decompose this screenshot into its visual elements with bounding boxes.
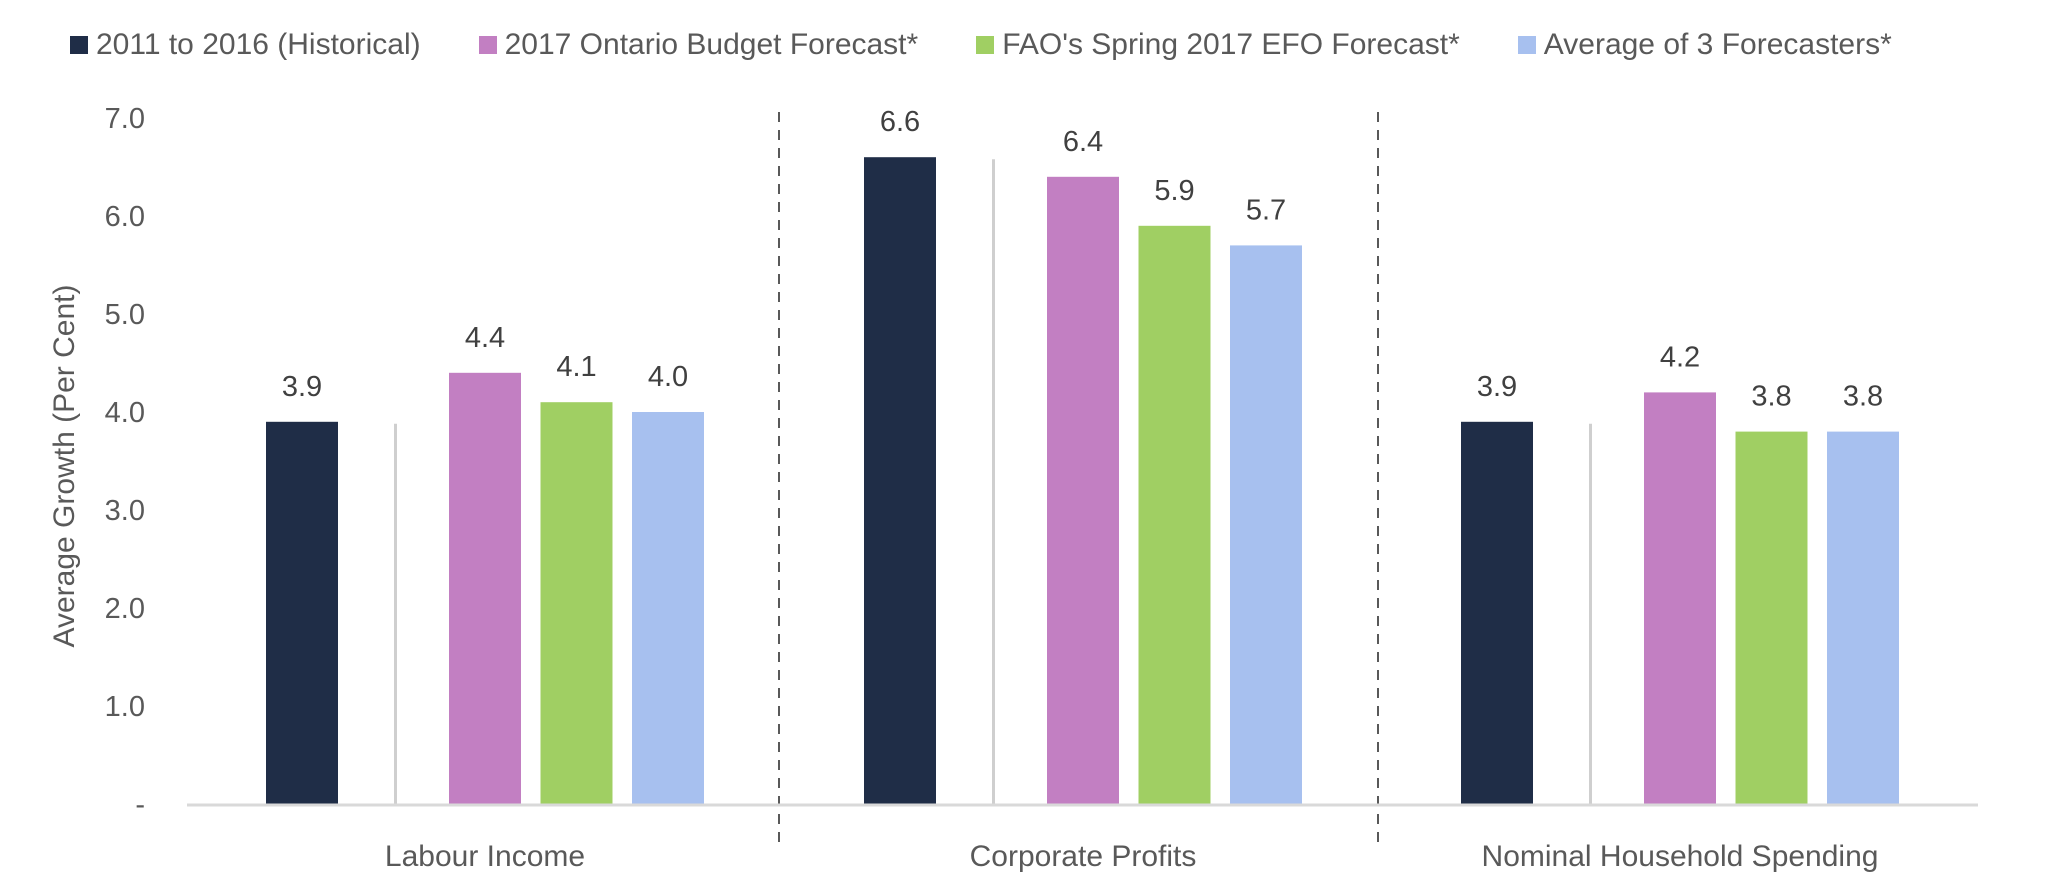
data-label: 4.1: [556, 351, 596, 383]
legend-label-fao-efo: FAO's Spring 2017 EFO Forecast*: [1002, 28, 1460, 61]
data-label: 4.2: [1660, 341, 1700, 373]
bar-labour-income-fao-s-spring-2017-efo-forecast: [540, 402, 613, 804]
y-tick-label: 7.0: [105, 103, 145, 135]
data-label: 3.9: [1477, 371, 1517, 403]
data-label: 6.4: [1063, 126, 1103, 158]
data-label: 5.9: [1154, 175, 1194, 207]
legend-item-average-forecasters: Average of 3 Forecasters*: [1517, 28, 1892, 62]
bar-nominal-household-spending-2011-to-2016-historical: [1461, 421, 1533, 804]
group-dividers: [778, 112, 1379, 846]
category-label-labour-income: Labour Income: [385, 840, 585, 873]
category-label-nominal-household-spending: Nominal Household Spending: [1482, 840, 1879, 873]
data-label: 5.7: [1246, 194, 1286, 226]
bar-labour-income-2011-to-2016-historical: [266, 421, 338, 804]
y-tick-label: 5.0: [105, 299, 145, 331]
data-label: 6.6: [880, 106, 920, 138]
bar-corporate-profits-2011-to-2016-historical: [864, 157, 936, 804]
legend-item-historical: 2011 to 2016 (Historical): [70, 28, 421, 62]
bar-corporate-profits-average-of-3-forecasters: [1230, 245, 1302, 804]
bar-nominal-household-spending-fao-s-spring-2017-efo-forecast: [1735, 431, 1808, 804]
bars: 3.9 4.4 4.1 4.0 6.6 6.4 5.9 5.7 3.9 4.2 3.8 3.8: [266, 106, 1899, 805]
data-label: 3.9: [282, 371, 322, 403]
data-label: 4.0: [648, 361, 688, 393]
legend-swatch-ontario-budget: [478, 36, 497, 54]
y-tick-label: 2.0: [105, 593, 145, 625]
legend-label-historical: 2011 to 2016 (Historical): [96, 28, 421, 61]
y-tick-label: 4.0: [105, 397, 145, 429]
bar-corporate-profits-fao-s-spring-2017-efo-forecast: [1138, 225, 1211, 805]
category-labels: Labour Income Corporate Profits Nominal Ho…: [385, 840, 1879, 873]
legend-swatch-historical: [70, 36, 88, 54]
bar-nominal-household-spending-2017-ontario-budget-forecast: [1644, 392, 1716, 804]
data-label: 3.8: [1751, 381, 1791, 413]
legend-swatch-average-forecasters: [1517, 36, 1536, 54]
legend-label-ontario-budget: 2017 Ontario Budget Forecast*: [504, 28, 919, 61]
legend-item-fao-efo: FAO's Spring 2017 EFO Forecast*: [976, 28, 1460, 62]
y-tick-label: 1.0: [105, 691, 145, 723]
y-tick-label: 6.0: [105, 201, 145, 233]
bar-labour-income-2017-ontario-budget-forecast: [449, 372, 521, 804]
bar-nominal-household-spending-average-of-3-forecasters: [1827, 431, 1899, 804]
legend: 2011 to 2016 (Historical) 2017 Ontario B…: [70, 22, 1950, 68]
bar-corporate-profits-2017-ontario-budget-forecast: [1047, 176, 1119, 805]
y-axis-ticks: - 1.0 2.0 3.0 4.0 5.0 6.0 7.0: [105, 103, 145, 821]
y-tick-label: 3.0: [105, 495, 145, 527]
data-label: 3.8: [1843, 381, 1883, 413]
legend-item-ontario-budget: 2017 Ontario Budget Forecast*: [478, 28, 919, 62]
legend-swatch-fao-efo: [976, 36, 995, 54]
legend-label-average-forecasters: Average of 3 Forecasters*: [1543, 28, 1892, 61]
y-axis-title: Average Growth (Per Cent): [48, 285, 81, 648]
bar-labour-income-average-of-3-forecasters: [632, 412, 704, 804]
category-label-corporate-profits: Corporate Profits: [970, 840, 1197, 873]
y-tick-label: -: [135, 789, 145, 821]
data-label: 4.4: [465, 322, 505, 354]
